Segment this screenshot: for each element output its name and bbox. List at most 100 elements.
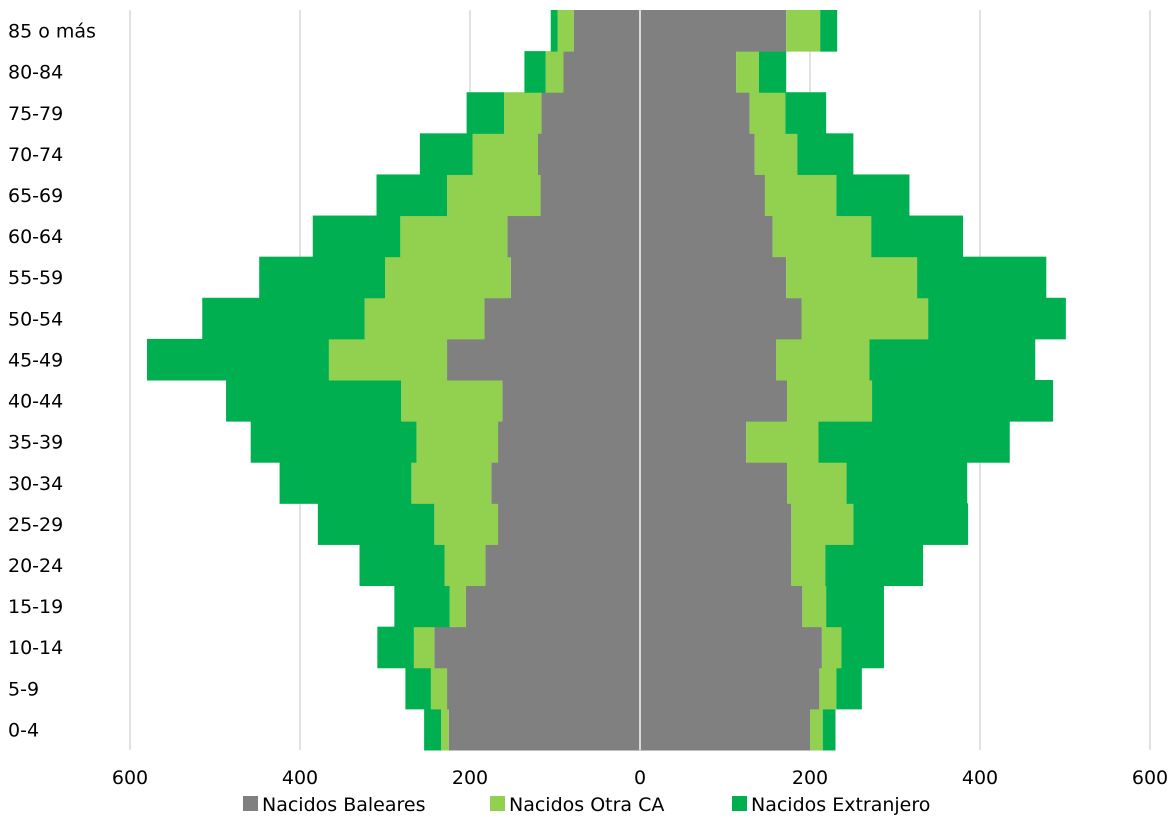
category-label: 25-29 <box>8 514 63 536</box>
bar-baleares-right <box>640 462 788 504</box>
bar-otra_ca-right <box>821 626 842 669</box>
bar-baleares-left <box>447 667 640 710</box>
legend-label-baleares: Nacidos Baleares <box>262 794 425 816</box>
bar-extranjero-right <box>871 215 963 258</box>
bar-baleares-right <box>640 544 792 587</box>
bar-baleares-left <box>465 585 640 628</box>
bar-otra_ca-right <box>749 92 786 134</box>
bar-baleares-left <box>448 708 640 751</box>
bar-extranjero-left <box>405 667 431 710</box>
x-tick-label: 400 <box>282 767 318 789</box>
category-label: 15-19 <box>8 596 63 618</box>
bar-baleares-left <box>502 380 640 422</box>
bar-otra_ca-right <box>754 133 798 175</box>
bar-otra_ca-left <box>472 133 538 175</box>
bar-otra_ca-left <box>449 585 466 628</box>
category-label: 80-84 <box>8 62 63 84</box>
category-label: 85 o más <box>8 21 96 43</box>
bar-baleares-right <box>640 174 765 217</box>
category-label: 65-69 <box>8 185 63 207</box>
bar-baleares-right <box>640 297 802 340</box>
bar-baleares-right <box>640 503 792 545</box>
bar-baleares-left <box>540 174 640 217</box>
bar-baleares-left <box>498 503 640 545</box>
bar-extranjero-right <box>872 380 1054 422</box>
bar-otra_ca-right <box>810 708 823 751</box>
bar-baleares-left <box>507 215 640 258</box>
bar-extranjero-right <box>917 256 1047 299</box>
bar-otra_ca-right <box>787 380 873 422</box>
bar-otra_ca-left <box>328 338 448 381</box>
bar-baleares-right <box>640 380 788 422</box>
bar-otra_ca-left <box>504 92 542 134</box>
bar-otra_ca-left <box>441 708 449 751</box>
x-tick-label: 600 <box>112 767 148 789</box>
bar-otra_ca-right <box>736 51 759 93</box>
bar-otra_ca-left <box>545 51 564 93</box>
legend-swatch-otra_ca <box>490 796 505 811</box>
bar-extranjero-right <box>785 92 827 134</box>
x-tick-label: 400 <box>962 767 998 789</box>
bar-baleares-right <box>640 10 787 52</box>
bar-baleares-left <box>434 626 640 669</box>
legend-label-extranjero: Nacidos Extranjero <box>751 794 930 816</box>
bar-otra_ca-left <box>434 503 499 545</box>
bar-extranjero-left <box>250 421 417 463</box>
bar-extranjero-left <box>312 215 401 258</box>
bar-baleares-left <box>498 421 640 463</box>
bar-otra_ca-right <box>819 667 837 710</box>
bar-otra_ca-left <box>364 297 485 340</box>
bar-otra_ca-left <box>411 462 492 504</box>
category-label: 5-9 <box>8 678 39 700</box>
bar-extranjero-right <box>826 585 884 628</box>
bar-otra_ca-right <box>801 297 929 340</box>
bar-baleares-right <box>640 585 803 628</box>
bar-extranjero-left <box>359 544 445 587</box>
bar-extranjero-left <box>419 133 473 175</box>
bar-extranjero-left <box>202 297 365 340</box>
bar-otra_ca-right <box>791 503 854 545</box>
bar-baleares-left <box>538 133 640 175</box>
bar-otra_ca-left <box>400 215 508 258</box>
bar-baleares-left <box>541 92 640 134</box>
bar-otra_ca-right <box>772 215 872 258</box>
bar-otra_ca-left <box>430 667 448 710</box>
bar-baleares-right <box>640 338 776 381</box>
bar-baleares-left <box>573 10 640 52</box>
bar-otra_ca-right <box>776 338 870 381</box>
bar-extranjero-left <box>466 92 504 134</box>
bar-extranjero-right <box>759 51 787 93</box>
bar-extranjero-left <box>377 626 414 669</box>
bar-baleares-left <box>510 256 640 299</box>
category-labels: 0-4 5-9 10-14 15-19 20-24 25-29 30-34 35-39 40-4… <box>8 21 96 742</box>
category-label: 50-54 <box>8 308 63 330</box>
category-label: 30-34 <box>8 473 63 495</box>
bar-baleares-right <box>640 256 787 299</box>
category-label: 45-49 <box>8 349 63 371</box>
bar-baleares-left <box>485 544 640 587</box>
bar-baleares-right <box>640 626 822 669</box>
legend-swatch-baleares <box>243 796 258 811</box>
x-tick-labels: 600 400 200 0 200 400 600 <box>112 767 1168 789</box>
bar-baleares-right <box>640 92 750 134</box>
bar-baleares-right <box>640 215 773 258</box>
bar-extranjero-right <box>841 626 884 669</box>
bar-otra_ca-right <box>787 462 847 504</box>
bar-extranjero-left <box>317 503 435 545</box>
bar-baleares-right <box>640 421 747 463</box>
bar-otra_ca-left <box>385 256 511 299</box>
bar-extranjero-right <box>846 462 968 504</box>
bar-extranjero-right <box>836 667 862 710</box>
bar-baleares-right <box>640 133 755 175</box>
category-label: 70-74 <box>8 144 63 166</box>
bar-otra_ca-left <box>444 544 486 587</box>
x-tick-label: 600 <box>1132 767 1168 789</box>
bar-extranjero-left <box>424 708 442 751</box>
category-label: 10-14 <box>8 637 63 659</box>
bar-baleares-right <box>640 667 820 710</box>
bar-otra_ca-right <box>786 256 918 299</box>
bar-otra_ca-left <box>413 626 435 669</box>
category-label: 0-4 <box>8 719 39 741</box>
bar-extranjero-left <box>226 380 402 422</box>
